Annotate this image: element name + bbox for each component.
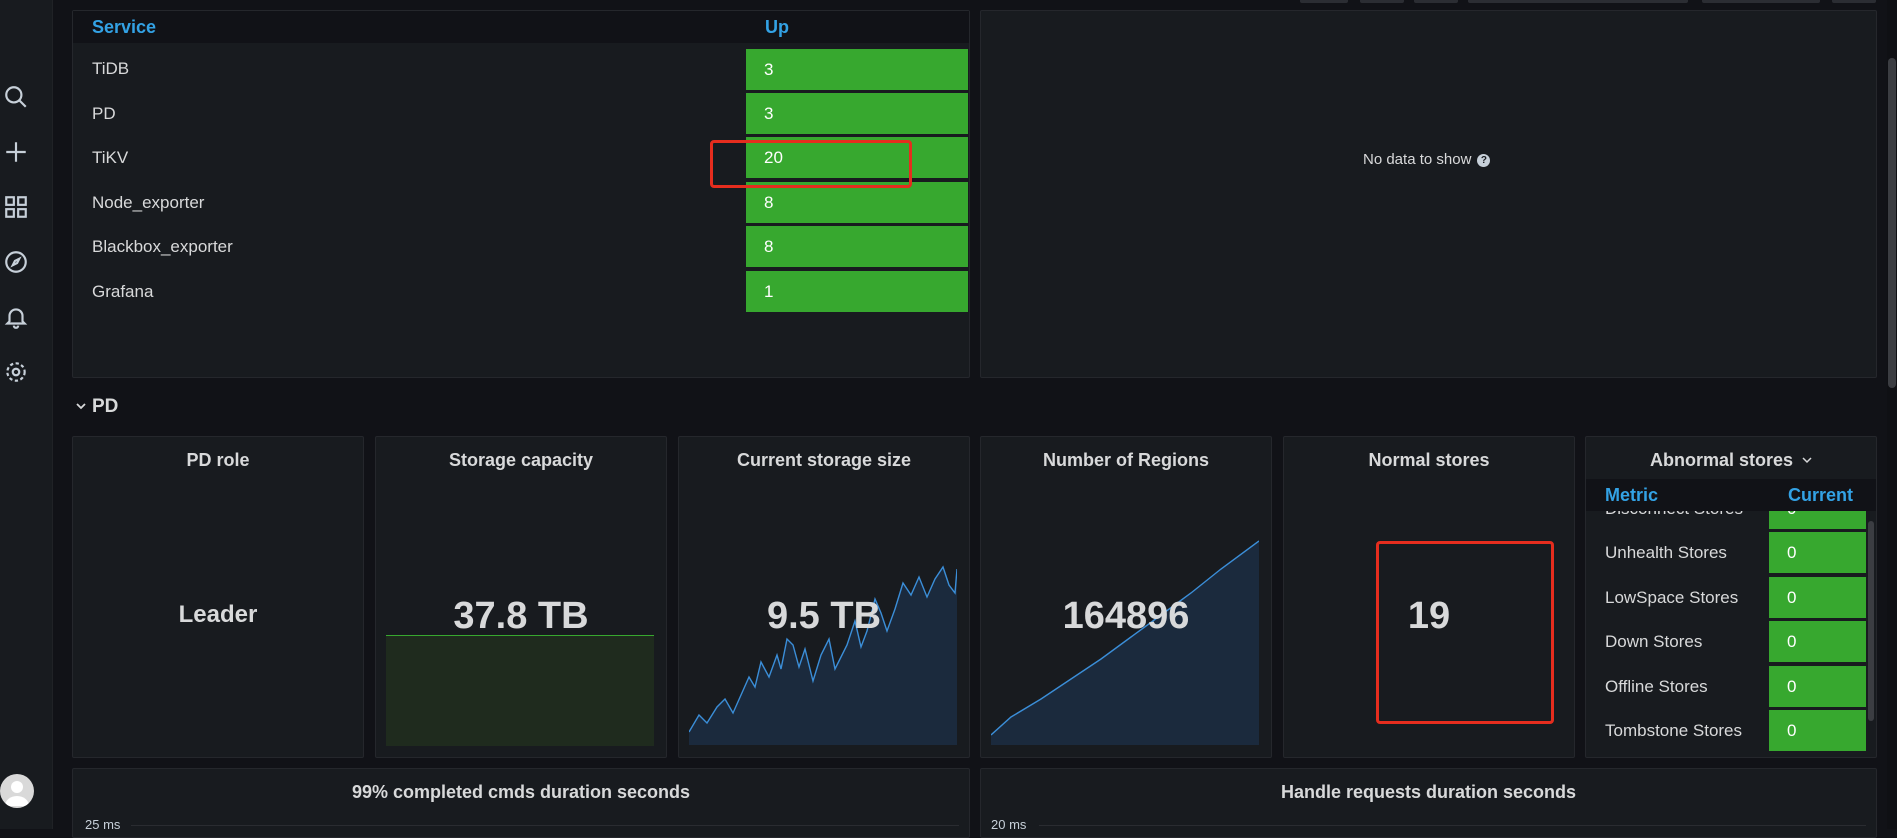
service-name: TiKV — [92, 148, 129, 167]
service-name: TiDB — [92, 59, 130, 78]
tikv-highlight-box — [710, 140, 912, 188]
toolbar-button[interactable] — [1832, 0, 1876, 3]
panel-title[interactable]: Current storage size — [736, 450, 912, 470]
metric-name: Disconnect Stores — [1605, 511, 1743, 519]
metric-name: LowSpace Stores — [1605, 588, 1739, 607]
stat-value: 9.5 TB — [766, 595, 882, 637]
service-name: Grafana — [92, 282, 154, 301]
metric-value-cell: 0 — [1769, 532, 1866, 573]
sparkline-chart — [991, 540, 1259, 745]
search-icon[interactable] — [0, 81, 32, 113]
abnormal-stores-panel: Abnormal stores Metric Current Disconnec… — [1585, 436, 1877, 758]
abnormal-table-body[interactable]: Disconnect Stores 0 Unhealth Stores 0 Lo… — [1586, 511, 1876, 757]
sparkline-chart — [689, 565, 957, 745]
metric-value-cell: 0 — [1769, 577, 1866, 618]
metric-column-header[interactable]: Metric — [1605, 485, 1659, 505]
services-table-header: Service Up — [73, 11, 969, 43]
number-of-regions-panel: Number of Regions 164896 — [980, 436, 1272, 758]
chevron-down-icon[interactable] — [1802, 456, 1812, 464]
time-range-button[interactable] — [1468, 0, 1688, 3]
toolbar-button[interactable] — [1414, 0, 1458, 3]
explore-compass-icon[interactable] — [0, 246, 32, 278]
sparkline-area — [386, 635, 654, 746]
panel-title[interactable]: Handle requests duration seconds — [1280, 782, 1577, 802]
dashboards-icon[interactable] — [0, 191, 32, 223]
up-count-cell: 3 — [746, 93, 968, 134]
up-count-cell: 20 — [746, 137, 968, 178]
normal-stores-panel: Normal stores 19 — [1283, 436, 1575, 758]
service-name: Node_exporter — [92, 193, 205, 212]
metric-value-cell: 0 — [1769, 710, 1866, 751]
service-name: Blackbox_exporter — [92, 237, 233, 256]
up-count-cell: 1 — [746, 271, 968, 312]
bell-icon[interactable] — [0, 301, 32, 333]
up-count-cell: 8 — [746, 226, 968, 267]
panel-title[interactable]: PD role — [186, 450, 250, 470]
metric-value-cell: 0 — [1769, 666, 1866, 707]
y-axis-tick: 25 ms — [85, 817, 121, 832]
up-column-header[interactable]: Up — [765, 17, 789, 37]
panel-title[interactable]: Number of Regions — [1042, 450, 1209, 470]
metric-name: Down Stores — [1605, 632, 1703, 651]
current-storage-size-panel: Current storage size 9.5 TB — [678, 436, 970, 758]
panel-title[interactable]: Storage capacity — [448, 450, 594, 470]
grid-line — [131, 825, 959, 826]
handle-requests-panel: Handle requests duration seconds 20 ms — [980, 768, 1877, 838]
side-menu — [0, 0, 53, 829]
no-data-text: No data to show — [1363, 151, 1472, 168]
panel-title[interactable]: 99% completed cmds duration seconds — [351, 782, 691, 802]
metric-value-cell: 0 — [1769, 621, 1866, 662]
plus-icon[interactable] — [0, 136, 32, 168]
panel-title-text[interactable]: Abnormal stores — [1649, 450, 1794, 470]
toolbar-button[interactable] — [1300, 0, 1348, 3]
metric-name: Unhealth Stores — [1605, 543, 1727, 562]
up-count-cell: 3 — [746, 49, 968, 90]
current-column-header[interactable]: Current — [1788, 485, 1854, 505]
grid-line — [1039, 825, 1866, 826]
panel-title[interactable]: Abnormal stores — [1586, 450, 1876, 471]
metric-name: Tombstone Stores — [1605, 721, 1743, 740]
y-axis-tick: 20 ms — [991, 817, 1027, 832]
refresh-button[interactable] — [1702, 0, 1820, 3]
table-scrollbar[interactable] — [1868, 521, 1874, 721]
abnormal-table-header: Metric Current — [1586, 479, 1876, 511]
normal-stores-highlight-box — [1376, 541, 1554, 724]
page-scrollbar[interactable] — [1887, 0, 1897, 829]
storage-capacity-panel: Storage capacity 37.8 TB — [375, 436, 667, 758]
stat-value: 37.8 TB — [453, 595, 589, 637]
empty-panel: No data to show? — [980, 10, 1877, 378]
pd-row-title[interactable]: PD — [92, 396, 119, 417]
chevron-down-icon[interactable] — [76, 401, 86, 411]
up-count-cell: 8 — [746, 182, 968, 223]
user-avatar-icon[interactable] — [0, 774, 34, 808]
panel-title[interactable]: Normal stores — [1368, 450, 1490, 470]
metric-name: Offline Stores — [1605, 677, 1708, 696]
toolbar-button[interactable] — [1360, 0, 1404, 3]
service-column-header[interactable]: Service — [92, 17, 157, 37]
scrollbar-thumb[interactable] — [1888, 58, 1896, 388]
no-data-message: No data to show? — [1363, 151, 1491, 168]
services-up-panel: Service Up TiDB 3 PD 3 TiKV 20 Node_expo… — [72, 10, 970, 378]
metric-value-cell: 0 — [1769, 511, 1866, 529]
cmds-duration-panel: 99% completed cmds duration seconds 25 m… — [72, 768, 970, 838]
pd-role-panel: PD role Leader — [72, 436, 364, 758]
stat-value: 19 — [1407, 595, 1451, 637]
gear-icon[interactable] — [0, 356, 32, 388]
help-icon[interactable]: ? — [1477, 154, 1491, 167]
stat-value: Leader — [178, 601, 258, 628]
stat-value: 164896 — [1062, 595, 1190, 637]
service-name: PD — [92, 104, 116, 123]
